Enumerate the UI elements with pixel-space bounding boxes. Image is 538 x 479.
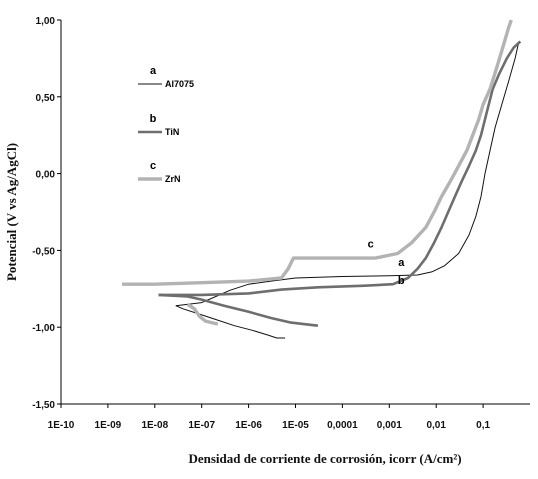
- y-tick-label: -1,50: [32, 400, 55, 411]
- curve-label-a: a: [398, 257, 405, 269]
- x-tick-label: 0,01: [426, 420, 446, 431]
- y-tick-label: 0,50: [36, 93, 56, 104]
- x-tick-label: 1E-09: [95, 420, 122, 431]
- x-tick-label: 0,1: [476, 420, 490, 431]
- x-tick-label: 1E-07: [188, 420, 215, 431]
- x-tick-label: 1E-08: [141, 420, 168, 431]
- plot-frame: [61, 20, 530, 404]
- y-tick-label: 1,00: [36, 16, 56, 27]
- legend-letter-c: c: [150, 160, 156, 172]
- legend-letter-a: a: [150, 65, 157, 77]
- series-Al7075-cathodic-line: [175, 305, 286, 339]
- series-ZrN-anodic-line: [122, 19, 513, 286]
- x-tick-label: 1E-06: [235, 420, 262, 431]
- legend-letter-b: b: [150, 113, 157, 125]
- series-TiN-cathodic-line: [158, 293, 319, 327]
- y-axis-ticks: 1,00 0,50 0,00 -0,50 -1,00 -1,50: [32, 16, 61, 411]
- legend-label-Al7075: Al7075: [165, 79, 194, 89]
- y-tick-label: 0,00: [36, 170, 56, 181]
- plot-area: [60, 20, 530, 405]
- x-axis-ticks: 1E-10 1E-09 1E-08 1E-07 1E-06 1E-05 0,0001 0,00…: [48, 404, 490, 431]
- curve-labels: ab c: [368, 238, 406, 287]
- x-tick-label: 0,0001: [327, 420, 358, 431]
- y-tick-label: -0,50: [32, 246, 55, 257]
- y-tick-label: -1,00: [32, 323, 55, 334]
- series-TiN-anodic-line: [158, 40, 522, 297]
- series-ZrN-cathodic-line: [186, 302, 219, 326]
- curve-label-c: c: [368, 238, 374, 250]
- legend-label-ZrN: ZrN: [165, 174, 181, 184]
- legend-label-TiN: TiN: [165, 127, 179, 137]
- x-tick-label: 0,001: [377, 420, 402, 431]
- series-group: [122, 19, 522, 339]
- x-axis-title: Densidad de corriente de corrosión, icor…: [188, 451, 461, 466]
- y-axis-title: Potencial (V vs Ag/AgCl): [4, 143, 19, 281]
- x-tick-label: 1E-05: [282, 420, 309, 431]
- x-tick-label: 1E-10: [48, 420, 75, 431]
- series-Al7075-anodic-line: [175, 41, 520, 307]
- curve-label-b: b: [398, 275, 405, 287]
- legend: a Al7075 b TiN c ZrN: [138, 65, 194, 184]
